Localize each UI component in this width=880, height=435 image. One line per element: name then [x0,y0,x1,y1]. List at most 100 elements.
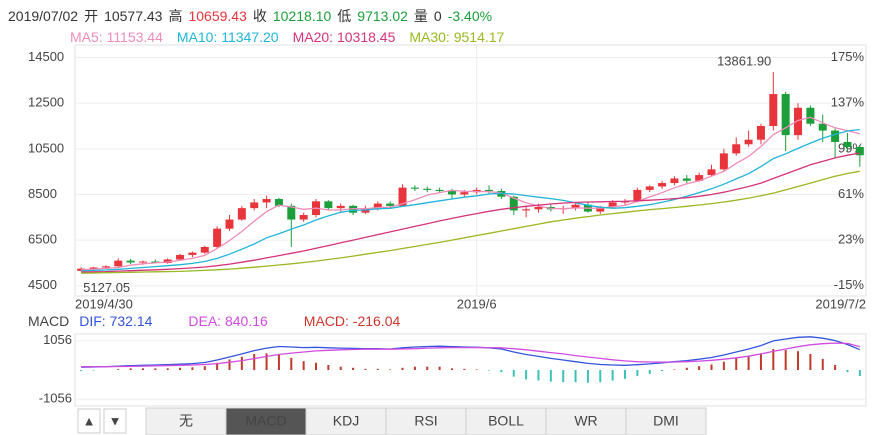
arrow-button[interactable] [77,408,101,434]
macd-bar [141,368,144,370]
arrow-label[interactable]: ▲ [83,413,96,428]
tab-label[interactable]: DMI [653,413,679,429]
y-tick-label: 8500 [28,186,57,201]
ma-line [81,116,860,271]
y-tick-label: 14500 [28,49,64,64]
macd-bar [846,370,849,373]
quote-item: 10577.43 [104,8,163,24]
quote-header: 2019/07/02 开 10577.43 高 10659.43 收 10218.10 低 97… [8,8,492,24]
candle-body [126,260,135,263]
candle-body [89,267,98,269]
indicator-tab[interactable] [625,407,707,435]
candle-body [250,202,259,209]
y2-tick-label: -15% [834,277,865,292]
candle-body [287,205,296,220]
ma-legend: MA5: 11153.44 MA10: 11347.20 MA20: 10318.4… [70,29,505,45]
candle-body [571,204,580,209]
candle-body [608,202,617,208]
arrow-label[interactable]: ▼ [109,413,122,428]
candle-body [756,126,765,140]
macd-legend: MACD DIF: 732.14 DEA: 840.16 MACD: -216.04 [28,313,400,329]
legend-entry: MACD: -216.04 [304,313,401,329]
tab-label[interactable]: 无 [179,413,193,429]
macd-bar [858,370,861,376]
macd-bar [537,370,540,381]
macd-bar [574,370,577,383]
quote-item: 低 [337,8,351,24]
tab-label[interactable]: RSI [414,413,437,429]
candle-body [522,209,531,211]
candle-body [818,123,827,131]
candle-body [682,178,691,181]
indicator-tab[interactable] [305,407,387,435]
macd-bar [253,353,256,370]
candle-body [670,178,679,184]
tab-label[interactable]: BOLL [488,413,524,429]
macd-bar [525,370,528,380]
candle-body [707,169,716,176]
macd-bar [784,350,787,370]
candle-body [596,207,605,212]
macd-bar [401,367,404,370]
quote-item: 10659.43 [188,8,247,24]
macd-bar [747,355,750,370]
candle-body [509,196,518,211]
candle-body [781,94,790,136]
candle-body [176,254,185,260]
candle-body [633,189,642,202]
macd-bar [834,365,837,370]
quote-item: 2019/07/02 [8,8,78,24]
macd-bar [389,369,392,370]
y-tick-label: 1056 [43,332,72,347]
macd-bar [611,370,614,381]
macd-bar [290,357,293,370]
candle-body [447,191,456,195]
candle-body [225,219,234,229]
indicator-tab[interactable] [225,407,307,435]
candle-body [349,205,358,213]
macd-bar [216,362,219,370]
legend-entry: DEA: 840.16 [188,313,268,329]
macd-bar [339,366,342,370]
macd-line [81,342,860,368]
tab-label[interactable]: WR [574,413,597,429]
macd-bar [797,351,800,370]
macd-bar [376,368,379,370]
macd-bar [80,370,83,372]
quote-item: 收 [253,8,267,24]
tab-label[interactable]: MACD [245,413,286,429]
macd-bar [562,370,565,383]
candle-body [460,192,469,195]
plot-frame [74,44,867,297]
macd-bar [166,368,169,370]
indicator-name: MACD [28,313,69,329]
macd-bar [265,353,268,370]
candle-body [373,203,382,209]
indicator-tab[interactable] [545,407,627,435]
candle-body [324,201,333,209]
candle-body [794,107,803,136]
candle-body [695,175,704,181]
candle-body [299,214,308,220]
macd-bar [710,364,713,370]
ma-line [81,170,860,274]
candle-body [485,189,494,192]
macd-bar [500,370,503,373]
y2-tick-label: 23% [838,232,864,247]
candle-body [769,94,778,127]
candle-body [398,187,407,206]
tab-label[interactable]: KDJ [333,413,359,429]
macd-bar [599,370,602,383]
macd-bar [438,366,441,370]
arrow-button[interactable] [103,408,127,434]
macd-bar [586,370,589,383]
y-tick-label: 10500 [28,140,64,155]
quote-item: -3.40% [448,8,492,24]
macd-bar [685,367,688,370]
candle-body [645,186,654,190]
candle-body [213,228,222,247]
macd-bar [352,367,355,370]
macd-bar [315,362,318,370]
macd-bar [92,370,95,371]
